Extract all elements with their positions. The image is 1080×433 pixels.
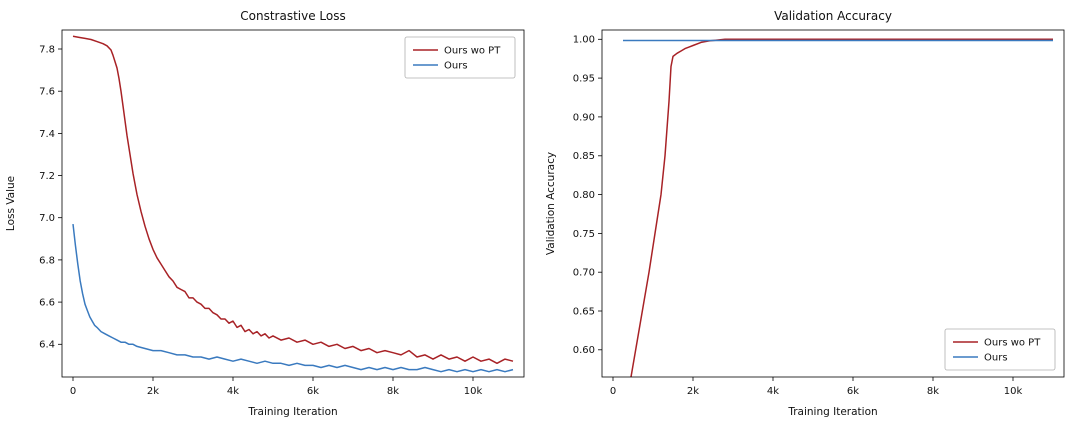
legend-label: Ours wo PT: [984, 337, 1041, 348]
y-tick-label: 6.4: [39, 340, 55, 351]
x-tick-label: 10k: [464, 386, 483, 397]
x-tick-label: 0: [610, 386, 616, 397]
x-tick-label: 6k: [307, 386, 319, 397]
chart-validation-accuracy: 0 2k 4k 6k 8k 10k 0.60 0.65 0.70 0.75 0.80 0.85 0.90…: [540, 0, 1080, 433]
plot-frame: [601, 29, 1065, 378]
y-tick-label: 0.85: [573, 151, 595, 162]
y-tick-label: 6.6: [39, 298, 55, 309]
x-tick-label: 4k: [767, 386, 779, 397]
x-tick-label: 2k: [687, 386, 699, 397]
plot-frame: [61, 29, 525, 378]
y-tick-label: 0.65: [573, 306, 595, 317]
chart-title: Constrastive Loss: [240, 9, 345, 23]
x-axis-label: Training Iteration: [247, 406, 337, 418]
y-tick-label: 7.4: [39, 129, 55, 140]
y-axis-label: Loss Value: [5, 176, 17, 231]
chart-svg: 0 2k 4k 6k 8k 10k 0.60 0.65 0.70 0.75 0.80 0.85 0.90…: [545, 9, 1065, 418]
legend: Ours wo PT Ours: [944, 328, 1056, 371]
legend-label: Ours: [444, 60, 468, 71]
chart-title: Validation Accuracy: [774, 9, 892, 23]
x-tick-label: 4k: [227, 386, 239, 397]
legend: Ours wo PT Ours: [404, 36, 516, 79]
legend-label: Ours wo PT: [444, 45, 501, 56]
y-tick-label: 7.0: [39, 213, 55, 224]
x-tick-label: 0: [70, 386, 76, 397]
y-tick-label: 0.95: [573, 74, 595, 85]
series-line-0: [72, 35, 514, 365]
y-tick-label: 7.8: [39, 44, 55, 55]
legend-box: [944, 328, 1056, 371]
x-tick-label: 10k: [1004, 386, 1023, 397]
chart-svg: 0 2k 4k 6k 8k 10k 6.4 6.6 6.8 7.0 7.2 7.4 7.6 7.8 Cons…: [5, 9, 525, 418]
x-axis-label: Training Iteration: [787, 406, 877, 418]
y-tick-label: 0.60: [573, 345, 595, 356]
legend-box: [404, 36, 516, 79]
chart-contrastive-loss: 0 2k 4k 6k 8k 10k 6.4 6.6 6.8 7.0 7.2 7.4 7.6 7.8 Cons…: [5, 9, 525, 418]
y-axis-label: Validation Accuracy: [545, 152, 557, 255]
y-tick-label: 7.2: [39, 171, 55, 182]
series-line-0: [630, 38, 1053, 377]
x-tick-label: 2k: [147, 386, 159, 397]
series-line-1: [72, 224, 514, 373]
x-tick-label: 8k: [387, 386, 399, 397]
y-tick-label: 1.00: [573, 35, 595, 46]
y-tick-label: 0.75: [573, 229, 595, 240]
x-tick-label: 8k: [927, 386, 939, 397]
y-tick-label: 6.8: [39, 255, 55, 266]
y-tick-label: 0.70: [573, 268, 595, 279]
y-tick-label: 0.90: [573, 112, 595, 123]
y-tick-label: 7.6: [39, 87, 55, 98]
x-tick-label: 6k: [847, 386, 859, 397]
legend-label: Ours: [984, 352, 1008, 363]
y-tick-label: 0.80: [573, 190, 595, 201]
